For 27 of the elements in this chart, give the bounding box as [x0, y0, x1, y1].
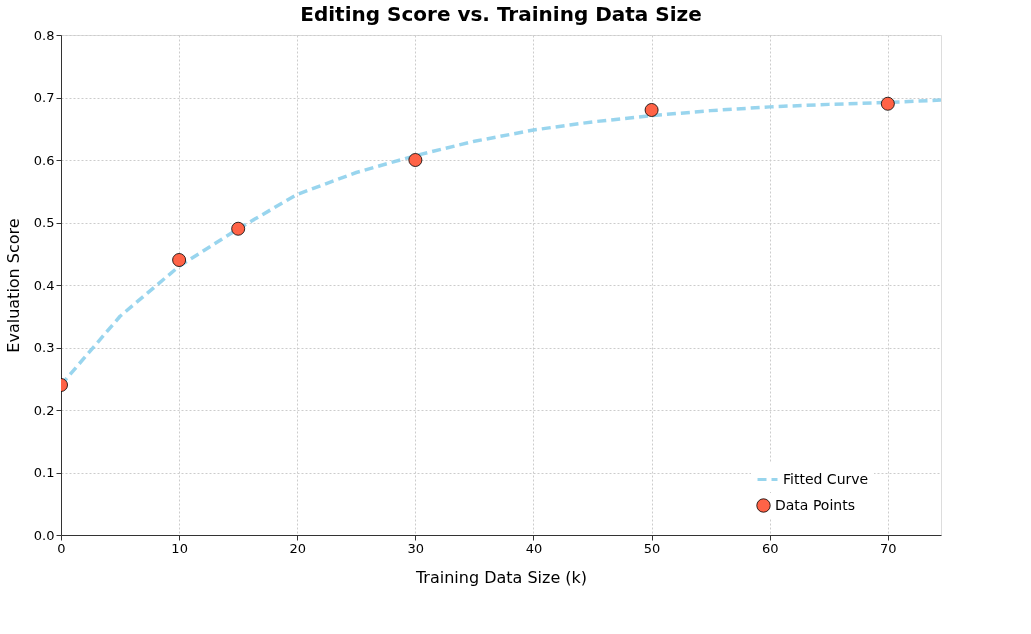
legend-label: Fitted Curve [783, 470, 869, 487]
y-axis-title: Evaluation Score [3, 218, 23, 353]
legend-label: Data Points [775, 496, 855, 513]
point [172, 253, 187, 267]
chart-title: Editing Score vs. Training Data Size [300, 2, 702, 26]
x-tick-label: 50 [643, 540, 661, 556]
x-tick-label: 10 [171, 540, 188, 556]
x-tick-label: 40 [525, 540, 543, 556]
y-tick-label: 0.2 [33, 402, 55, 418]
point [644, 103, 659, 117]
point [880, 96, 895, 111]
y-tick-label: 0.5 [33, 215, 55, 230]
y-tick-label: 0.3 [33, 340, 55, 355]
point [408, 153, 423, 167]
y-tick-label: 0.4 [33, 277, 55, 293]
x-tick-label: 30 [407, 540, 425, 556]
y-tick-label: 0.7 [33, 90, 55, 105]
x-tick-label: 20 [289, 540, 307, 556]
y-tick-label: 0.6 [33, 152, 55, 168]
x-tick-label: 0 [57, 540, 66, 556]
y-tick-label: 0.0 [33, 527, 55, 543]
x-tick-label: 60 [761, 540, 779, 556]
y-tick-label: 0.1 [33, 465, 55, 480]
x-axis-title: Training Data Size (k) [414, 567, 588, 587]
point [231, 221, 246, 236]
y-tick-label: 0.8 [33, 27, 55, 43]
x-tick-label: 70 [880, 540, 897, 556]
